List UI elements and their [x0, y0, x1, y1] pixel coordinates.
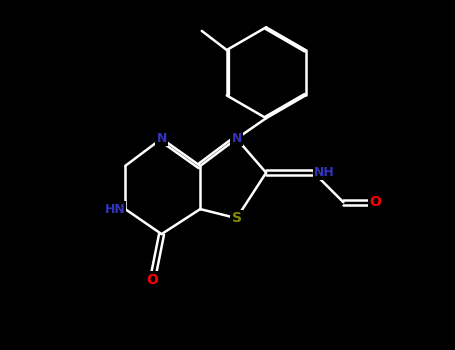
Text: N: N — [157, 132, 167, 145]
Text: O: O — [147, 273, 158, 287]
Text: NH: NH — [314, 166, 334, 179]
Text: HN: HN — [105, 203, 125, 216]
Text: S: S — [232, 211, 242, 225]
Text: O: O — [369, 195, 381, 209]
Text: N: N — [232, 132, 242, 145]
